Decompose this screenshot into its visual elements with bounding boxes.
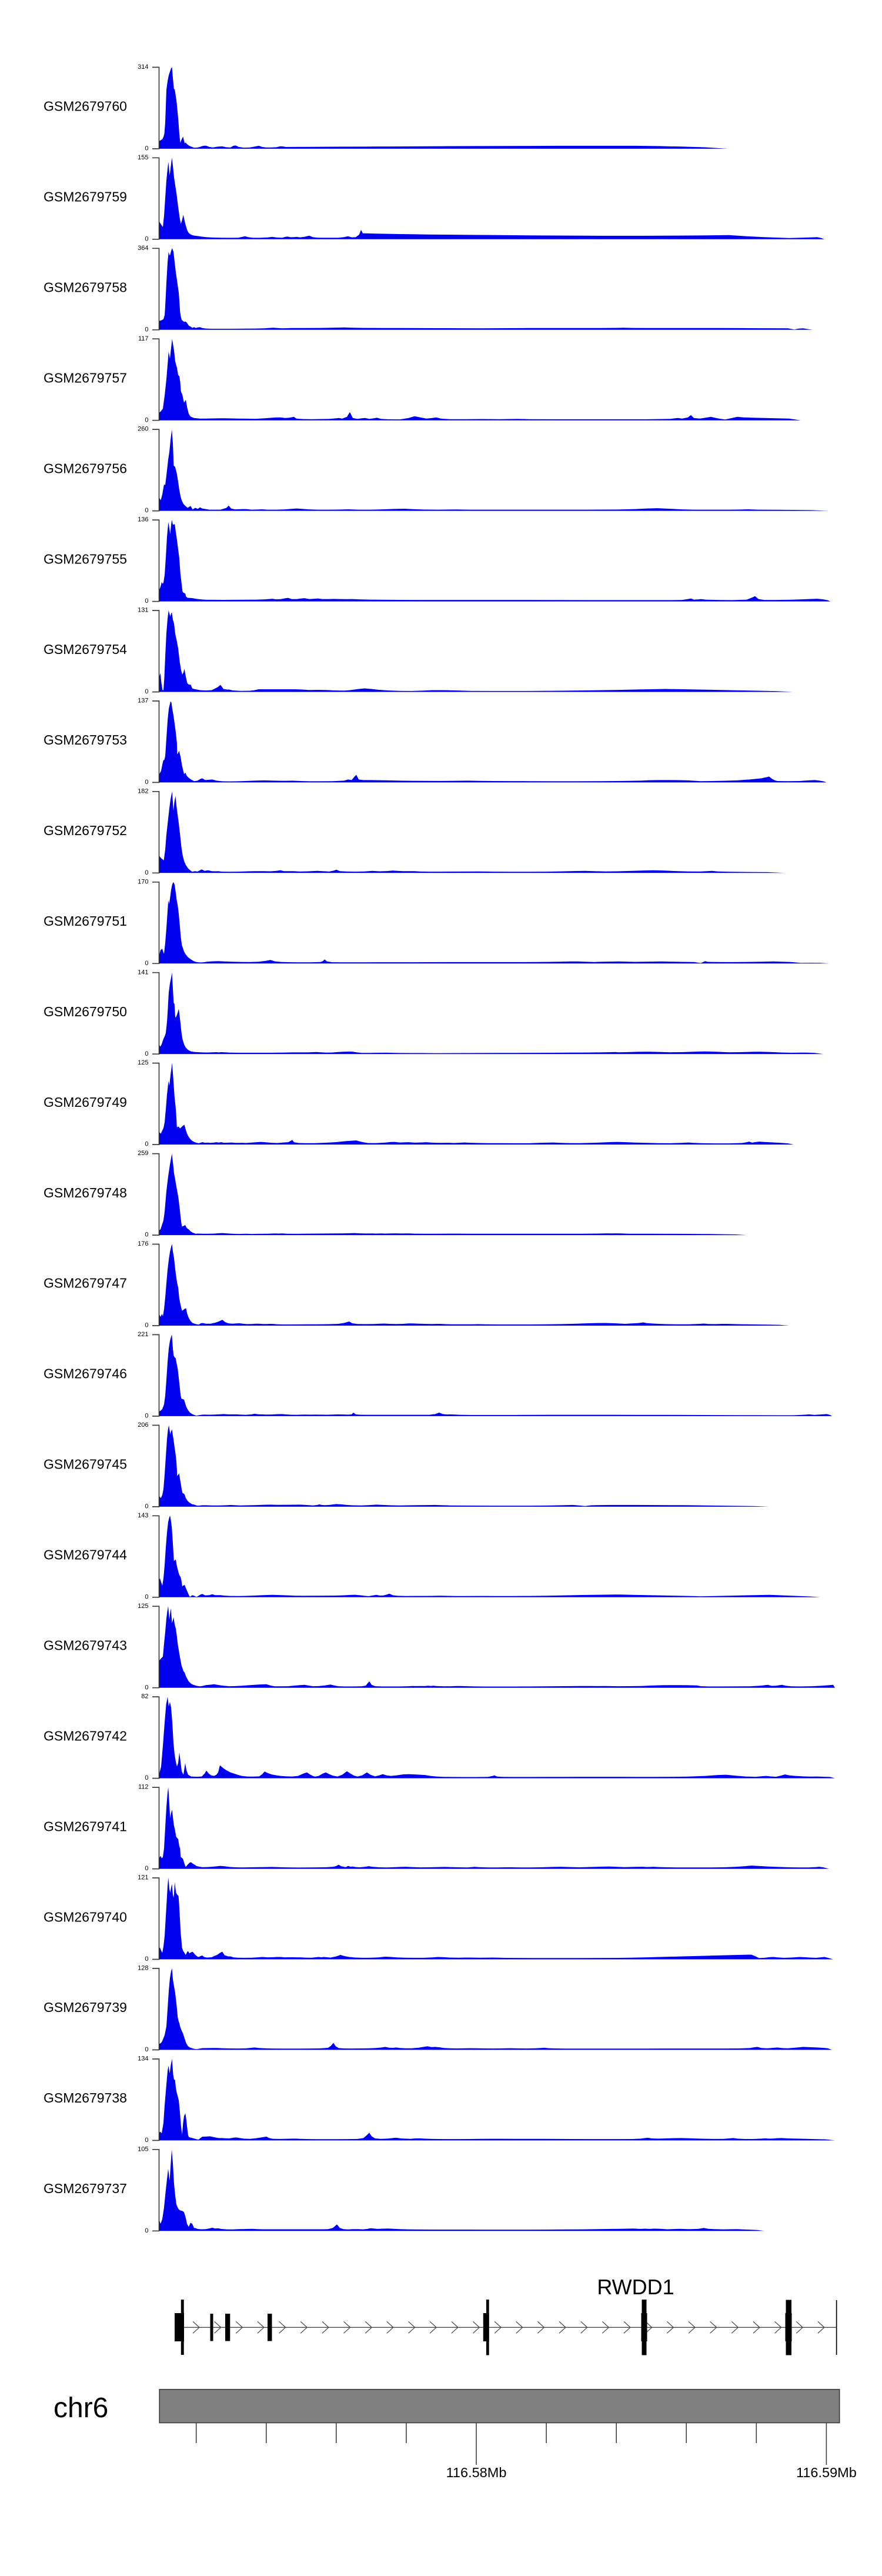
svg-text:GSM2679759: GSM2679759: [44, 189, 127, 205]
svg-text:0: 0: [145, 1774, 148, 1781]
svg-text:GSM2679747: GSM2679747: [44, 1276, 127, 1291]
svg-text:GSM2679753: GSM2679753: [44, 732, 127, 748]
svg-text:0: 0: [145, 145, 148, 152]
svg-text:364: 364: [138, 245, 148, 252]
svg-text:GSM2679738: GSM2679738: [44, 2090, 127, 2105]
svg-text:GSM2679745: GSM2679745: [44, 1457, 127, 1472]
svg-text:0: 0: [145, 1413, 148, 1420]
svg-text:206: 206: [138, 1422, 148, 1429]
svg-text:0: 0: [145, 1232, 148, 1239]
svg-text:314: 314: [138, 64, 148, 71]
svg-text:260: 260: [138, 426, 148, 433]
svg-text:0: 0: [145, 779, 148, 786]
svg-text:0: 0: [145, 1322, 148, 1329]
svg-text:GSM2679742: GSM2679742: [44, 1728, 127, 1743]
svg-text:0: 0: [145, 1050, 148, 1057]
svg-text:GSM2679740: GSM2679740: [44, 1909, 127, 1924]
svg-text:136: 136: [138, 516, 148, 523]
svg-text:0: 0: [145, 1684, 148, 1691]
svg-text:0: 0: [145, 1593, 148, 1600]
svg-text:141: 141: [138, 969, 148, 976]
svg-text:GSM2679739: GSM2679739: [44, 2000, 127, 2015]
svg-text:116.59Mb: 116.59Mb: [796, 2465, 857, 2480]
svg-text:117: 117: [138, 335, 149, 342]
svg-text:GSM2679743: GSM2679743: [44, 1638, 127, 1653]
svg-text:125: 125: [138, 1059, 148, 1066]
svg-text:0: 0: [145, 1141, 148, 1148]
svg-text:176: 176: [138, 1240, 148, 1247]
svg-text:RWDD1: RWDD1: [597, 2275, 674, 2299]
svg-text:0: 0: [145, 416, 148, 423]
svg-text:121: 121: [138, 1874, 148, 1881]
svg-text:155: 155: [138, 154, 148, 161]
svg-text:GSM2679758: GSM2679758: [44, 280, 127, 295]
svg-text:0: 0: [145, 2137, 148, 2144]
svg-text:0: 0: [145, 2046, 148, 2053]
svg-text:116.58Mb: 116.58Mb: [446, 2465, 507, 2480]
svg-text:GSM2679750: GSM2679750: [44, 1004, 127, 1019]
svg-text:134: 134: [138, 2056, 148, 2063]
svg-text:259: 259: [138, 1150, 148, 1157]
svg-text:GSM2679756: GSM2679756: [44, 461, 127, 476]
svg-text:GSM2679741: GSM2679741: [44, 1818, 127, 1834]
svg-text:0: 0: [145, 869, 148, 876]
svg-text:GSM2679751: GSM2679751: [44, 913, 127, 929]
svg-text:GSM2679737: GSM2679737: [44, 2181, 127, 2196]
svg-text:0: 0: [145, 598, 148, 605]
svg-text:112: 112: [138, 1784, 149, 1791]
svg-text:chr6: chr6: [54, 2393, 108, 2424]
svg-text:128: 128: [138, 1965, 148, 1972]
svg-text:143: 143: [138, 1512, 148, 1519]
svg-text:GSM2679748: GSM2679748: [44, 1185, 127, 1200]
svg-text:182: 182: [138, 788, 148, 795]
svg-text:GSM2679754: GSM2679754: [44, 642, 127, 657]
svg-text:GSM2679760: GSM2679760: [44, 99, 127, 114]
svg-text:0: 0: [145, 1865, 148, 1872]
svg-text:105: 105: [138, 2145, 148, 2153]
svg-text:GSM2679755: GSM2679755: [44, 551, 127, 566]
svg-text:221: 221: [138, 1331, 148, 1338]
svg-text:0: 0: [145, 688, 148, 695]
svg-text:0: 0: [145, 1956, 148, 1963]
svg-text:0: 0: [145, 2227, 148, 2234]
svg-text:137: 137: [138, 698, 148, 705]
svg-text:0: 0: [145, 235, 148, 242]
svg-text:GSM2679746: GSM2679746: [44, 1366, 127, 1382]
svg-text:0: 0: [145, 1503, 148, 1510]
svg-text:125: 125: [138, 1603, 148, 1610]
svg-text:82: 82: [141, 1693, 148, 1700]
svg-text:0: 0: [145, 960, 148, 967]
svg-text:GSM2679744: GSM2679744: [44, 1547, 127, 1563]
svg-text:GSM2679749: GSM2679749: [44, 1095, 127, 1110]
svg-text:170: 170: [138, 878, 148, 885]
svg-text:0: 0: [145, 326, 148, 333]
svg-text:GSM2679752: GSM2679752: [44, 823, 127, 838]
svg-text:GSM2679757: GSM2679757: [44, 370, 127, 385]
svg-text:131: 131: [138, 607, 148, 614]
svg-text:0: 0: [145, 507, 148, 514]
